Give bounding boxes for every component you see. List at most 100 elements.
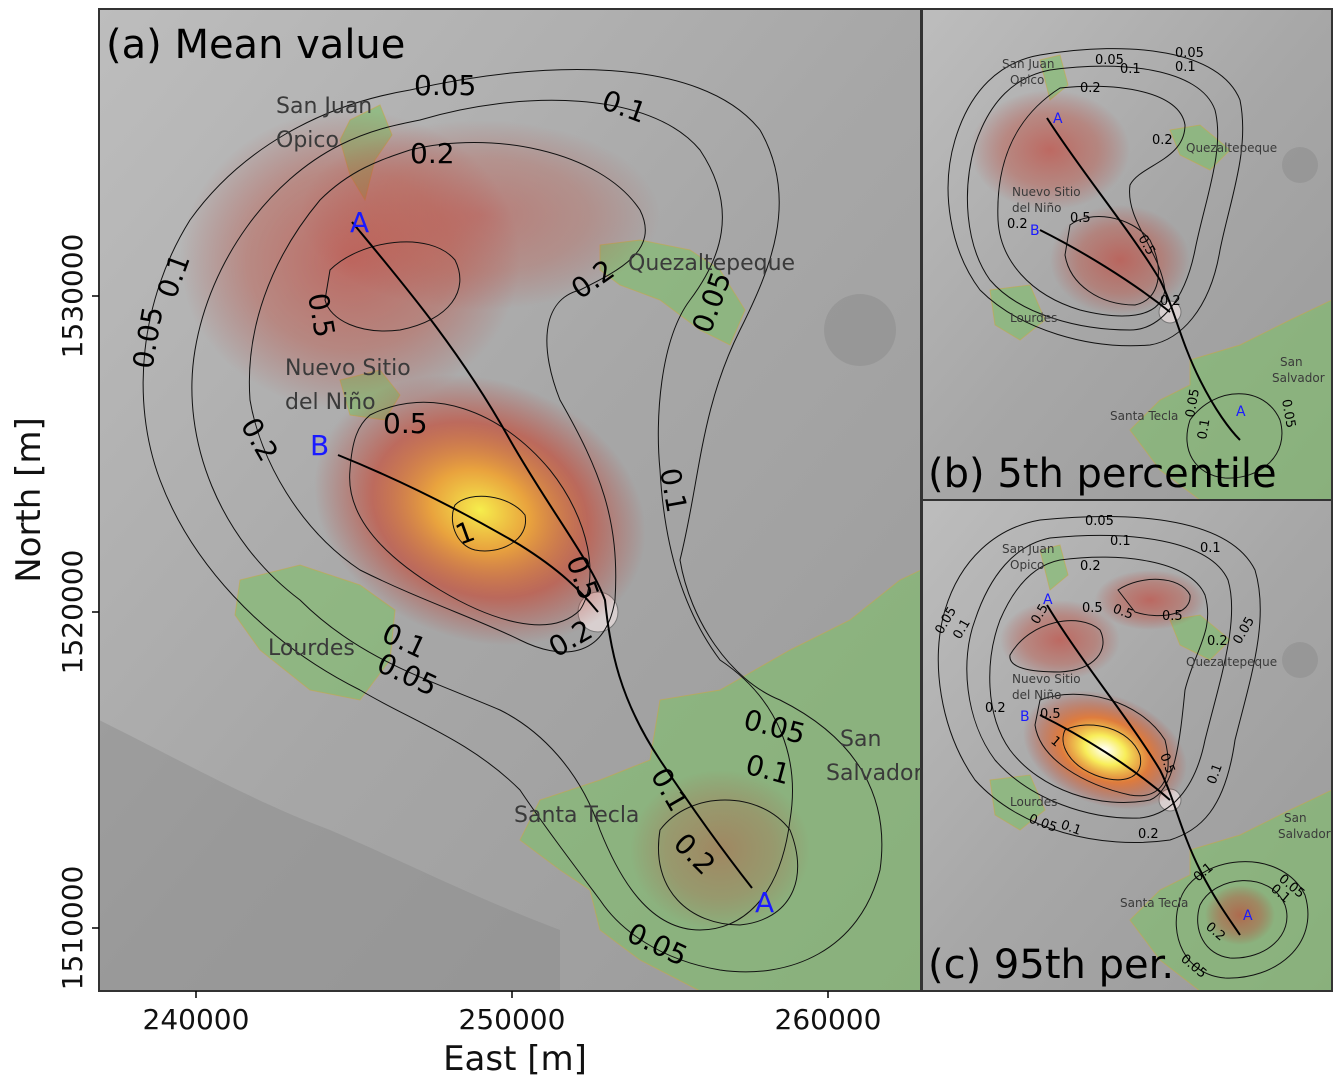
contour-label: 0.1 [1120,62,1141,77]
contour-1 [1062,724,1142,781]
route-label-a: A [1053,111,1063,127]
town-label-nsn2: del Niño [1012,201,1061,215]
x-tick-label: 250000 [459,1003,566,1036]
route-label-a: A [1043,592,1053,608]
contour-label: 0.2 [985,701,1006,716]
y-axis: 1530000 1520000 1510000 North [m] [9,234,99,991]
contour-south-a [1197,880,1288,959]
y-tick-label: 1530000 [56,234,89,359]
contour-0.2 [989,556,1209,804]
contour-label: 0.1 [1110,534,1131,549]
town-label-ss2: Salvador [826,761,923,786]
town-label-quez: Quezaltepeque [628,251,795,276]
panel-a-map [99,9,921,991]
contour-0.5-n1 [1009,620,1104,673]
route-b [1039,229,1171,313]
contour-label: 0.2 [410,137,455,170]
volcano-cone [824,294,896,366]
contour-label: 0.5 [1156,751,1177,776]
town-label-sjo2: Opico [1010,558,1044,572]
contour-label: 0.5 [301,290,341,340]
contour-label: 0.5 [1082,601,1103,616]
town-lourdes [234,564,396,701]
contour-1 [451,495,526,552]
town-quezaltepeque [599,239,746,346]
route-label-b: B [1030,223,1040,239]
town-label-sjo1: San Juan [1002,542,1055,556]
contour-label: 0.2 [1152,133,1173,148]
contour-label: 0.5 [1111,602,1136,623]
town-label-tecla: Santa Tecla [514,803,639,828]
town-lourdes [989,284,1046,341]
route-a [351,221,753,889]
heat-south-lobe [630,770,810,930]
contour-label: 0.05 [414,69,476,102]
town-label-ss1: San [1284,811,1307,825]
contour-south [1186,393,1283,479]
contour-label: 0.1 [1059,818,1084,839]
town-quezaltepeque [1169,124,1231,171]
town-label-nsn2: del Niño [1012,688,1061,702]
route-label-b: B [310,429,329,462]
contour-label: 0.05 [1183,388,1203,419]
town-label-lourdes: Lourdes [1010,795,1057,809]
route-label-a: A [350,206,369,239]
contour-0.5 [1064,216,1159,306]
town-santa-tecla-san-salvador [1129,299,1332,500]
contour-label: 0.1 [1195,418,1213,441]
heat-central-lobe [1050,205,1190,315]
heat-central-lobe [314,374,646,646]
relief-shadow [99,720,560,991]
volcano-cone [1282,147,1318,183]
route-a [1046,117,1241,441]
route-b [337,454,599,613]
route-a [1046,604,1241,936]
panel-c-frame [921,499,1333,992]
town-label-tecla: Santa Tecla [1120,896,1188,910]
contour-0.2-south [658,799,799,926]
town-label-lourdes: Lourdes [1010,311,1057,325]
contour-0.1 [191,99,793,931]
volcano-cone [1282,642,1318,678]
route-label-a-end: A [1236,404,1246,420]
town-label-ss2: Salvador [1278,827,1331,841]
route-label-b: B [1020,709,1030,725]
town-label-nsn2: del Niño [285,390,376,415]
contour-label: 0.05 [1175,46,1204,61]
heat-north-band [300,120,660,310]
contour-label: 0.1 [1200,541,1221,556]
y-tick-label: 1510000 [56,866,89,991]
route-label-a-end: A [1243,908,1253,924]
contour-label: 0.05 [1278,398,1298,429]
contour-0.1 [966,65,1219,331]
contour-label: 0.2 [1160,294,1181,309]
panel-c-title: (c) 95th per. [928,942,1174,988]
contour-label: 0.2 [1138,827,1159,842]
route-b [1039,714,1171,801]
town-san-juan-opico [1039,544,1069,591]
contour-label: 0.5 [1162,609,1183,624]
contour-label: 0.2 [1007,217,1028,232]
panel-c-map [922,500,1332,991]
contour-0.2 [248,142,646,653]
town-label-ss2: Salvador [1272,371,1325,385]
contour-label: 0.1 [1175,60,1196,75]
town-label-quez: Quezaltepeque [1186,655,1277,669]
contour-label: 0.2 [1080,559,1101,574]
town-label-sjo1: San Juan [1002,57,1055,71]
contour-label: 0.05 [1085,514,1114,529]
contour-label: 0.05 [1095,53,1124,68]
x-axis-title: East [m] [443,1039,587,1078]
contour-label: 0.5 [383,407,428,440]
panel-a-title: (a) Mean value [106,22,405,68]
contour-0.05 [947,48,1244,347]
contour-0.05 [937,516,1261,843]
y-tick-label: 1520000 [56,550,89,675]
heat-north-east-lobe [1095,570,1205,630]
town-label-nsn1: Nuevo Sitio [285,356,411,381]
contour-south-b [1175,861,1309,979]
town-san-juan-opico [1039,54,1069,101]
contour-0.5-north [324,241,461,332]
town-label-nsn1: Nuevo Sitio [1012,185,1081,199]
